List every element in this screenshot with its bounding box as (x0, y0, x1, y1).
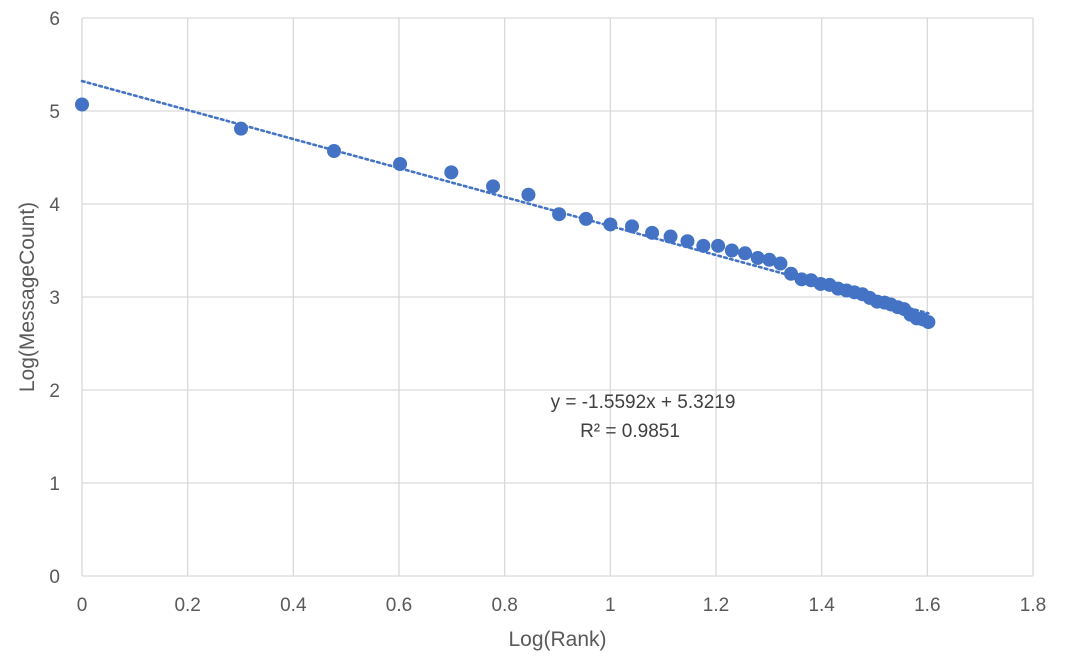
data-point (521, 187, 536, 202)
x-tick-label: 0.8 (491, 595, 517, 616)
data-point (696, 238, 711, 253)
y-tick-label: 1 (49, 474, 60, 495)
data-point (393, 157, 408, 172)
x-tick-label: 1.6 (914, 595, 940, 616)
data-point (784, 266, 799, 281)
x-tick-label: 0.4 (280, 595, 307, 616)
x-tick-label: 1.8 (1020, 595, 1046, 616)
data-point (680, 234, 695, 249)
y-tick-label: 2 (49, 381, 60, 402)
data-points (75, 97, 936, 330)
y-tick-label: 6 (49, 9, 60, 30)
x-tick-label: 1.4 (808, 595, 835, 616)
data-point (762, 252, 777, 267)
data-point (738, 246, 753, 261)
data-point (663, 229, 678, 244)
data-point (234, 121, 249, 136)
gridlines (81, 17, 1034, 577)
y-tick-label: 0 (49, 567, 60, 588)
data-point (724, 243, 739, 258)
data-point (552, 207, 567, 222)
data-point (486, 179, 501, 194)
trendline-equation: y = -1.5592x + 5.3219 (551, 392, 736, 413)
x-tick-label: 1.2 (703, 595, 729, 616)
x-tick-label: 0.2 (174, 595, 200, 616)
y-tick-label: 3 (49, 288, 60, 309)
trendline-r-squared: R² = 0.9851 (580, 421, 680, 442)
y-axis-tick-labels: 0 1 2 3 4 5 6 (49, 9, 60, 588)
x-tick-label: 0.6 (386, 595, 412, 616)
y-tick-label: 4 (49, 195, 60, 216)
x-axis-tick-labels: 0 0.2 0.4 0.6 0.8 1 1.2 1.4 1.6 1.8 (77, 595, 1047, 616)
data-point (711, 238, 726, 253)
x-tick-label: 0 (77, 595, 88, 616)
data-point (444, 165, 459, 180)
data-point (603, 217, 618, 232)
data-point (579, 211, 594, 226)
data-point (645, 225, 660, 240)
data-point (327, 143, 342, 158)
y-axis-title: Log(MessageCount) (16, 202, 39, 392)
y-tick-label: 5 (49, 102, 60, 123)
data-point (750, 250, 765, 265)
data-point (624, 219, 639, 234)
data-point (773, 256, 788, 271)
x-tick-label: 1 (605, 595, 616, 616)
data-point (921, 315, 936, 330)
x-axis-title: Log(Rank) (508, 628, 606, 651)
data-point (75, 97, 89, 112)
